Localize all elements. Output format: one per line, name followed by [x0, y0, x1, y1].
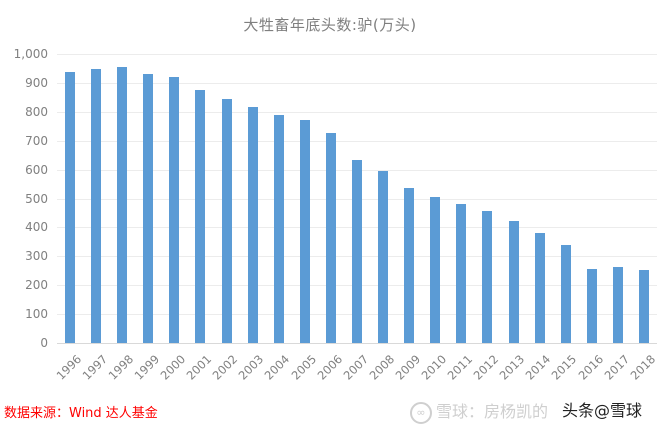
- x-tick-label: 2018: [627, 352, 658, 383]
- bar-2014: [534, 232, 545, 343]
- y-tick-label: 600: [25, 162, 48, 177]
- bar-2010: [430, 197, 441, 343]
- bar-2000: [169, 77, 180, 343]
- watermark-text: 雪球：房杨凯的: [436, 402, 549, 421]
- toutiao-overlay-text: 头条@雪球: [562, 401, 643, 420]
- x-tick-label: 2005: [288, 352, 319, 383]
- x-tick-label: 2016: [575, 352, 606, 383]
- bar-2017: [612, 266, 623, 343]
- y-tick-label: 700: [25, 133, 48, 148]
- bar-1999: [143, 73, 154, 343]
- watermark: ∞ 雪球：房杨凯的: [410, 398, 548, 424]
- bar-2005: [299, 119, 310, 343]
- x-tick-label: 2011: [444, 352, 476, 383]
- x-tick-label: 2007: [340, 352, 371, 383]
- bar-2012: [482, 210, 493, 343]
- gridline: [57, 83, 657, 84]
- y-tick-label: 300: [25, 249, 48, 264]
- y-tick-label: 1,000: [13, 47, 48, 61]
- bar-2015: [560, 245, 571, 343]
- x-tick-label: 2009: [392, 352, 424, 383]
- bar-2004: [273, 114, 284, 343]
- bar-1997: [91, 69, 102, 343]
- x-tick-label: 2002: [209, 352, 241, 383]
- y-tick-label: 800: [25, 104, 48, 119]
- y-tick-label: 100: [25, 307, 48, 322]
- bar-2003: [247, 106, 258, 343]
- bar-1998: [117, 67, 128, 343]
- xueqiu-logo-icon: ∞: [410, 401, 432, 424]
- x-tick-label: 2008: [366, 352, 397, 383]
- y-tick-label: 500: [25, 191, 48, 206]
- bar-2002: [221, 99, 232, 343]
- x-tick-label: 2001: [183, 352, 215, 383]
- gridline: [57, 112, 657, 113]
- y-tick-label: 400: [25, 220, 48, 235]
- x-tick-label: 2006: [314, 352, 345, 383]
- gridline: [57, 54, 657, 55]
- bar-2011: [456, 203, 467, 343]
- x-tick-label: 2010: [418, 352, 450, 383]
- y-tick-label: 0: [40, 336, 48, 350]
- x-tick-label: 1998: [105, 352, 137, 383]
- x-tick-label: 1997: [79, 352, 110, 383]
- x-tick-label: 2015: [549, 352, 580, 383]
- x-tick-label: 1996: [53, 352, 84, 383]
- y-tick-label: 200: [25, 278, 48, 293]
- gridline: [57, 141, 657, 142]
- bar-2016: [586, 269, 597, 343]
- data-source-note: 数据来源：Wind 达人基金: [4, 406, 158, 421]
- x-tick-label: 2000: [157, 352, 189, 383]
- bar-2001: [195, 90, 206, 343]
- x-tick-label: 2012: [470, 352, 502, 383]
- x-tick-label: 2003: [235, 352, 267, 383]
- x-tick-label: 2014: [522, 352, 554, 383]
- bar-2008: [378, 171, 389, 343]
- x-tick-label: 1999: [131, 352, 163, 383]
- chart-title: 大牲畜年底头数:驴(万头): [243, 16, 417, 34]
- x-axis-line: [57, 343, 657, 344]
- bar-2006: [325, 132, 336, 343]
- bar-2009: [404, 188, 415, 343]
- x-tick-label: 2004: [262, 352, 293, 383]
- bar-2013: [508, 221, 519, 343]
- bar-2007: [352, 160, 362, 343]
- y-tick-label: 900: [25, 75, 48, 90]
- x-tick-label: 2017: [601, 352, 632, 383]
- bar-1996: [65, 71, 75, 343]
- bar-2018: [639, 269, 649, 343]
- x-tick-label: 2013: [496, 352, 528, 383]
